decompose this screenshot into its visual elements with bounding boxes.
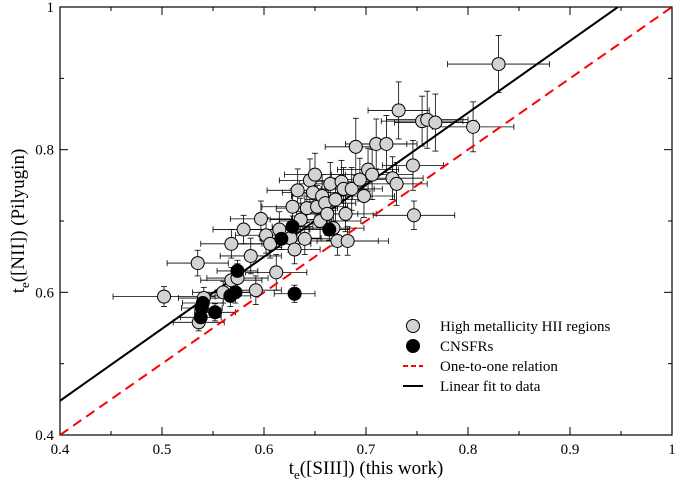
- hii-region-point: [428, 115, 443, 130]
- markers-1: [193, 219, 337, 325]
- y-axis-title-prefix: t: [8, 287, 29, 293]
- hii-region-point: [352, 172, 367, 187]
- cnsfr-point: [228, 285, 243, 300]
- hii-region-point: [287, 242, 302, 257]
- hii-region-point: [391, 103, 406, 118]
- y-axis-title-rest: ([NII]) (Pilyugin): [8, 149, 29, 283]
- cnsfr-point: [322, 222, 337, 237]
- hii-region-point: [248, 283, 263, 298]
- hii-region-point: [190, 256, 205, 271]
- hii-region-point: [328, 192, 343, 207]
- x-axis-title-prefix: t: [289, 458, 295, 479]
- legend-cnsfr-marker: [406, 339, 420, 353]
- hii-region-point: [243, 248, 258, 263]
- hii-region-point: [466, 119, 481, 134]
- x-tick-label: 0.9: [561, 442, 580, 458]
- x-tick-label: 0.8: [459, 442, 478, 458]
- hii-region-point: [157, 289, 172, 304]
- x-axis-title: te([SIII]) (this work): [289, 458, 444, 482]
- y-tick-label: 0.6: [35, 285, 54, 301]
- x-tick-label: 0.5: [153, 442, 172, 458]
- x-axis-title-sub: e: [294, 467, 300, 482]
- y-axis-title-sub: e: [17, 282, 32, 288]
- x-tick-label: 0.7: [357, 442, 376, 458]
- legend-label: CNSFRs: [440, 339, 494, 355]
- hii-region-point: [297, 231, 312, 246]
- hii-region-point: [389, 176, 404, 191]
- cnsfr-point: [287, 286, 302, 301]
- hii-region-point: [308, 167, 322, 182]
- cnsfr-point: [208, 305, 223, 320]
- hii-region-point: [340, 233, 355, 248]
- cnsfr-point: [230, 263, 245, 278]
- hii-region-point: [405, 158, 420, 173]
- x-tick-label: 1: [668, 442, 676, 458]
- hii-region-point: [338, 206, 353, 221]
- legend-hii-marker: [406, 319, 420, 333]
- hii-region-point: [406, 208, 421, 223]
- hii-region-point: [290, 183, 305, 198]
- hii-region-point: [253, 211, 268, 226]
- legend-label: Linear fit to data: [440, 379, 541, 395]
- legend-label: High metallicity HII regions: [440, 319, 611, 335]
- hii-region-point: [320, 206, 335, 221]
- hii-region-point: [344, 181, 359, 196]
- x-tick-label: 0.4: [51, 442, 70, 458]
- hii-region-point: [236, 222, 251, 237]
- y-tick-label: 1: [47, 0, 55, 16]
- hii-region-point: [348, 139, 363, 154]
- x-tick-label: 0.6: [255, 442, 274, 458]
- hii-region-point: [491, 57, 506, 72]
- hii-region-point: [285, 199, 300, 214]
- hii-region-point: [356, 189, 371, 204]
- hii-region-point: [379, 136, 394, 151]
- y-tick-label: 0.8: [35, 143, 54, 159]
- legend-label: One-to-one relation: [440, 359, 558, 375]
- cnsfr-point: [195, 296, 210, 311]
- hii-region-point: [365, 167, 380, 182]
- cnsfr-point: [285, 219, 300, 234]
- markers-0: [157, 57, 506, 330]
- cnsfr-point: [274, 231, 289, 246]
- hii-region-point: [224, 236, 239, 251]
- y-tick-label: 0.4: [35, 428, 54, 444]
- x-axis-title-rest: ([SIII]) (this work): [300, 458, 444, 479]
- hii-region-point: [269, 265, 284, 280]
- y-axis-title: te([NII]) (Pilyugin): [8, 149, 32, 294]
- one-to-one-line: [60, 7, 672, 435]
- hii-region-point: [323, 176, 338, 191]
